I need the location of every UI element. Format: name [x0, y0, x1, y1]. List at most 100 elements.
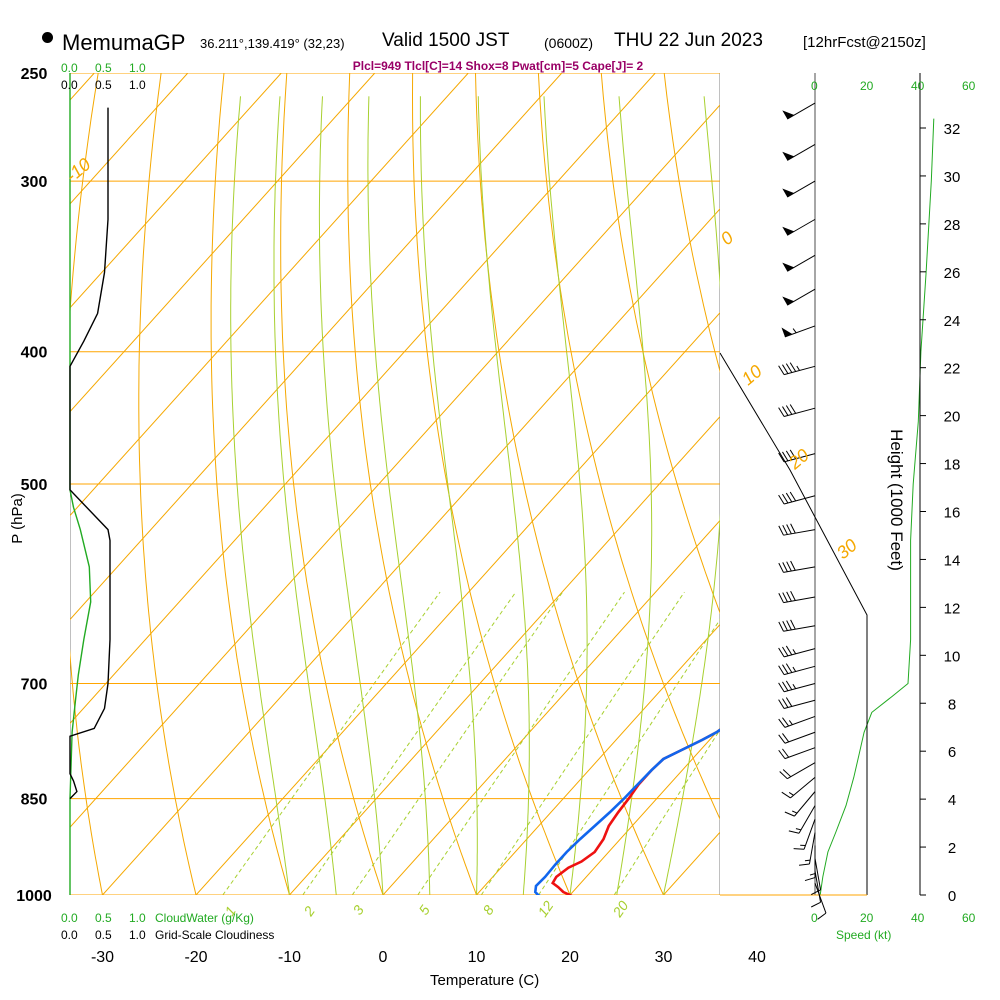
y-tick-label: 250	[21, 66, 48, 83]
barb-flag	[789, 404, 797, 414]
dry-adiabat	[411, 73, 571, 895]
speed-tick-bottom: 0	[811, 911, 818, 925]
cloudiness-tick-top: 1.0	[129, 78, 146, 92]
barb-staff	[787, 218, 816, 236]
speed-tick-top: 0	[811, 79, 818, 93]
wind-barbs	[778, 102, 827, 920]
isotherm	[70, 73, 282, 309]
barb-flag	[778, 665, 785, 675]
wind-barb	[778, 491, 816, 505]
height-tick-label: 14	[944, 552, 961, 569]
barb-half-flag	[792, 666, 797, 672]
y-axis-title: P (hPa)	[8, 493, 26, 544]
barb-flag	[782, 698, 789, 708]
wind-barb	[778, 697, 816, 709]
wind-barb	[778, 590, 816, 604]
cloudwater-tick-bottom: 1.0	[129, 911, 146, 925]
mixing-ratio-line	[613, 728, 720, 895]
moist-adiabat	[543, 96, 588, 895]
barb-flag	[817, 912, 827, 920]
x-tick-label: 10	[468, 949, 486, 966]
speed-tick-top: 20	[860, 79, 874, 93]
wind-barb	[778, 619, 816, 632]
moist-adiabat	[663, 96, 720, 895]
wind-barb	[782, 218, 816, 236]
wind-barb	[799, 832, 816, 866]
speed-label: Speed (kt)	[836, 928, 892, 942]
x-axis-title: Temperature (C)	[430, 972, 540, 989]
height-tick-label: 30	[944, 169, 961, 186]
barb-staff	[783, 566, 816, 573]
barb-flag	[811, 901, 821, 908]
barb-flag	[785, 645, 793, 656]
wind-barb	[779, 762, 816, 780]
barb-flag	[785, 405, 793, 415]
barb-flag	[782, 562, 788, 572]
wind-barb	[782, 288, 816, 306]
barb-flag	[788, 830, 800, 834]
forecast-info: [12hrFcst@2150z]	[803, 34, 926, 51]
cloudwater-tick-top: 0.5	[95, 61, 112, 75]
mixing-ratio-line	[417, 591, 625, 895]
barb-half-flag	[796, 365, 800, 371]
model-name: MemumaGP	[62, 30, 186, 55]
isotherm	[382, 519, 720, 895]
utc-time: (0600Z)	[544, 35, 594, 51]
y-tick-label: 850	[21, 792, 48, 809]
barb-half-flag	[792, 649, 797, 655]
wind-barb	[778, 747, 816, 760]
barb-flag	[782, 621, 788, 631]
barb-flag	[778, 699, 785, 709]
barb-flag	[786, 620, 792, 631]
dry-adiabat-label: 10	[738, 361, 766, 389]
barb-half-flag	[804, 859, 811, 862]
wind-barb	[778, 404, 816, 417]
barb-flag	[778, 407, 785, 417]
barb-flag	[782, 733, 790, 743]
barb-staff	[798, 805, 816, 834]
isotherm	[476, 623, 720, 895]
dry-adiabat	[663, 73, 720, 374]
cloudwater-tick-top: 0.0	[61, 61, 78, 75]
height-tick-label: 26	[944, 265, 961, 282]
wind-barb	[788, 805, 816, 834]
barb-flag	[782, 664, 789, 674]
barb-flag	[790, 560, 796, 571]
barb-pennant	[782, 296, 795, 306]
barb-flag	[779, 771, 788, 780]
temperature-line	[550, 728, 720, 895]
barb-flag	[782, 646, 789, 657]
isotherm	[851, 73, 1000, 895]
barb-flag	[799, 863, 810, 866]
moist-adiabat	[367, 96, 431, 895]
barb-staff	[784, 731, 816, 744]
dry-adiabat	[280, 73, 384, 895]
barb-staff	[783, 648, 816, 658]
barb-staff	[814, 858, 822, 890]
barb-half-flag	[795, 828, 802, 831]
moist-adiabat	[477, 96, 530, 895]
barb-flag	[778, 562, 784, 573]
speed-tick-top: 40	[911, 79, 925, 93]
y-tick-label: 300	[21, 174, 48, 191]
x-tick-label: -10	[278, 949, 301, 966]
wind-barb	[778, 715, 816, 728]
barb-flag	[782, 681, 789, 692]
barb-flag	[781, 791, 791, 799]
barb-flag	[778, 621, 784, 632]
barb-half-flag	[809, 873, 816, 876]
height-tick-label: 2	[948, 840, 956, 857]
wind-speed-profile	[819, 118, 935, 896]
barb-flag	[782, 748, 790, 758]
dry-adiabat	[600, 73, 720, 615]
barb-half-flag	[788, 720, 793, 725]
barb-pennant	[782, 151, 795, 161]
isotherm	[0, 73, 1, 895]
barb-staff	[787, 102, 816, 120]
barb-pennant	[782, 226, 795, 236]
wind-barb	[778, 663, 816, 676]
barb-flag	[778, 525, 784, 536]
barb-flag	[784, 811, 795, 817]
dry-adiabat	[70, 73, 103, 895]
barb-flag	[778, 749, 786, 759]
